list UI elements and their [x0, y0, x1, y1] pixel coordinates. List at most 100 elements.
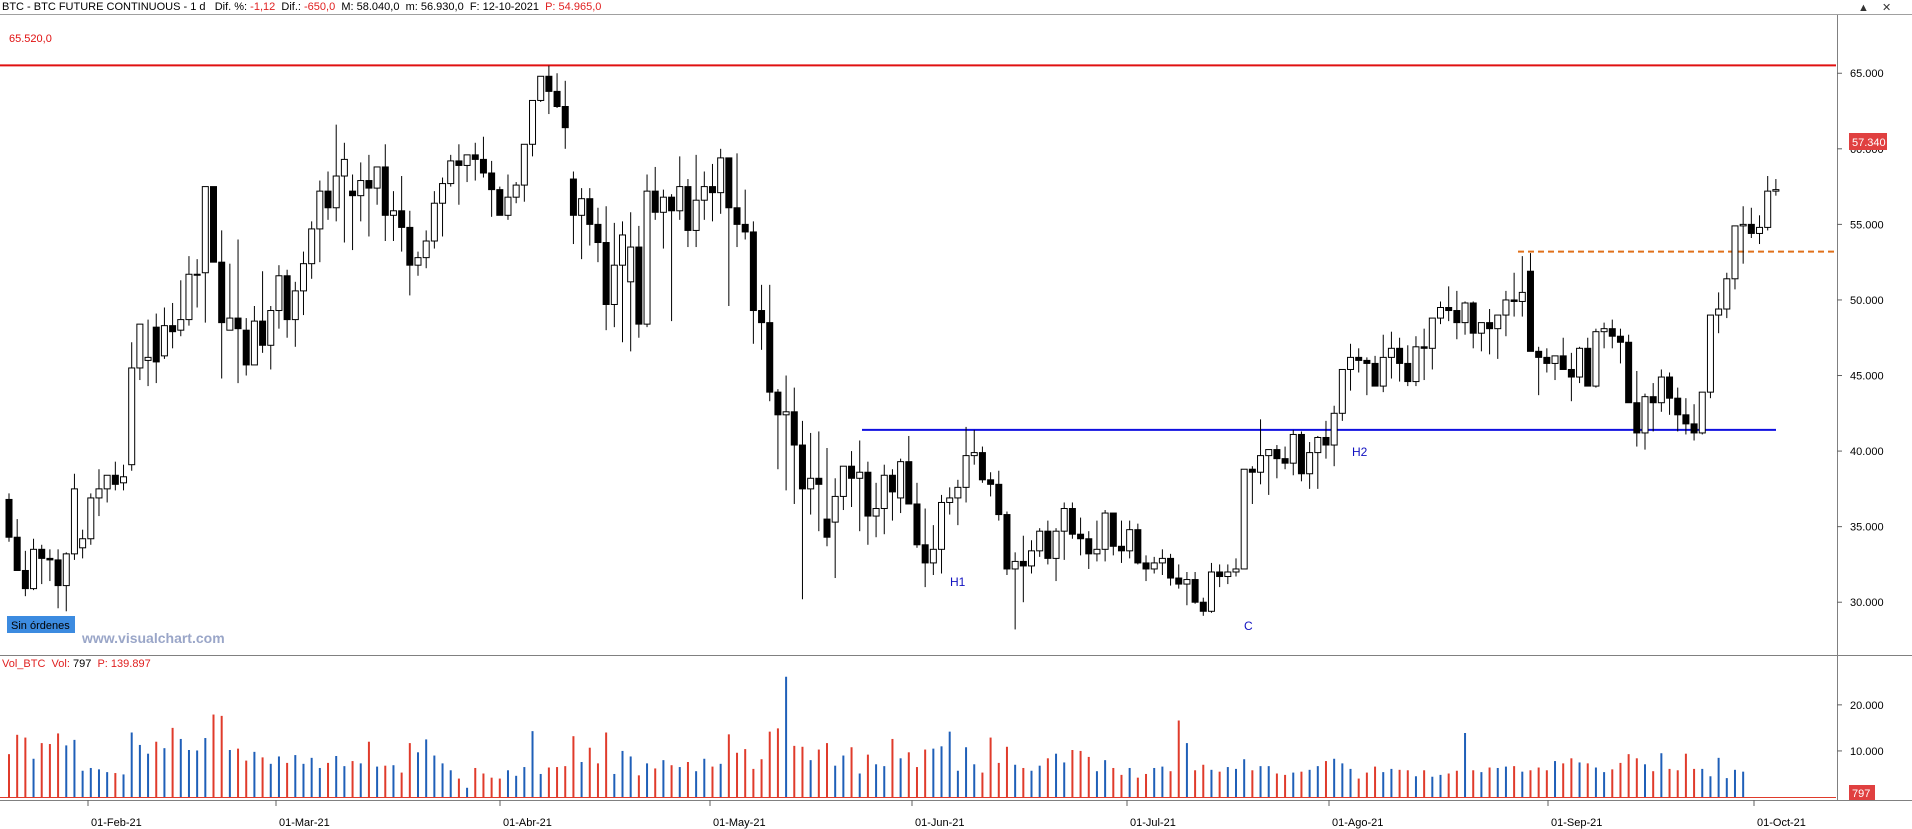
candle-up[interactable] — [1052, 530, 1060, 559]
candle-up[interactable] — [463, 154, 471, 166]
candle-down[interactable] — [1674, 397, 1682, 416]
candle-up[interactable] — [880, 474, 888, 510]
candle-up[interactable] — [1289, 433, 1297, 464]
candle-down[interactable] — [1363, 359, 1371, 364]
candle-down[interactable] — [283, 275, 291, 321]
candle-down[interactable] — [1420, 346, 1428, 349]
candle-up[interactable] — [946, 497, 954, 503]
candle-down[interactable] — [234, 317, 242, 330]
candle-up[interactable] — [128, 367, 136, 466]
candle-up[interactable] — [1011, 560, 1019, 570]
candle-up[interactable] — [1756, 226, 1764, 234]
candle-down[interactable] — [365, 180, 373, 189]
candle-down[interactable] — [1142, 562, 1150, 570]
candle-down[interactable] — [569, 178, 577, 216]
candle-up[interactable] — [1706, 314, 1714, 393]
candle-up[interactable] — [1461, 302, 1469, 324]
candle-up[interactable] — [185, 273, 193, 321]
candle-up[interactable] — [1600, 328, 1608, 333]
candle-down[interactable] — [406, 226, 414, 266]
candle-down[interactable] — [1044, 530, 1052, 559]
candle-down[interactable] — [13, 536, 21, 571]
candle-up[interactable] — [839, 465, 847, 497]
candle-up[interactable] — [250, 320, 258, 366]
candle-down[interactable] — [218, 261, 226, 324]
candle-down[interactable] — [741, 223, 749, 233]
candle-up[interactable] — [1126, 529, 1134, 552]
candle-up[interactable] — [692, 199, 700, 231]
candle-up[interactable] — [357, 180, 365, 197]
candle-down[interactable] — [152, 326, 160, 363]
candle-up[interactable] — [610, 264, 618, 305]
candle-down[interactable] — [1682, 414, 1690, 425]
candle-up[interactable] — [537, 75, 545, 101]
candle-down[interactable] — [1584, 347, 1592, 387]
candle-down[interactable] — [774, 391, 782, 416]
candle-down[interactable] — [586, 198, 594, 225]
candle-up[interactable] — [717, 157, 725, 194]
candle-up[interactable] — [1207, 571, 1215, 612]
candle-up[interactable] — [512, 184, 520, 198]
candle-down[interactable] — [1747, 223, 1755, 234]
candle-up[interactable] — [422, 240, 430, 259]
candle-down[interactable] — [471, 154, 479, 160]
candle-up[interactable] — [177, 319, 185, 331]
candle-up[interactable] — [578, 198, 586, 216]
candle-down[interactable] — [1019, 560, 1027, 567]
candle-up[interactable] — [1232, 568, 1240, 573]
candle-down[interactable] — [381, 166, 389, 216]
candle-up[interactable] — [275, 275, 283, 312]
candle-down[interactable] — [1404, 362, 1412, 383]
candle-up[interactable] — [1379, 356, 1387, 387]
candle-down[interactable] — [1216, 571, 1224, 578]
candle-up[interactable] — [430, 202, 438, 242]
candle-up[interactable] — [1437, 307, 1444, 319]
candle-down[interactable] — [1117, 545, 1125, 552]
candle-up[interactable] — [1641, 396, 1649, 434]
candle-up[interactable] — [807, 477, 815, 490]
candle-down[interactable] — [111, 474, 119, 485]
candle-down[interactable] — [545, 75, 553, 92]
candle-down[interactable] — [1068, 508, 1076, 535]
candle-down[interactable] — [602, 242, 610, 305]
candle-up[interactable] — [120, 476, 128, 484]
candle-up[interactable] — [1412, 346, 1420, 383]
candle-down[interactable] — [324, 190, 332, 209]
candle-down[interactable] — [1199, 601, 1207, 612]
candle-down[interactable] — [995, 483, 1003, 516]
candle-up[interactable] — [1715, 308, 1723, 316]
candle-up[interactable] — [1183, 579, 1191, 585]
candle-down[interactable] — [1003, 514, 1011, 570]
candle-down[interactable] — [668, 196, 676, 212]
candle-down[interactable] — [798, 444, 806, 490]
candle-down[interactable] — [1109, 512, 1117, 547]
candle-up[interactable] — [872, 508, 880, 517]
candle-up[interactable] — [1494, 314, 1502, 330]
candle-up[interactable] — [1428, 317, 1436, 349]
candle-up[interactable] — [1551, 355, 1559, 364]
candle-up[interactable] — [226, 317, 234, 331]
candle-down[interactable] — [1248, 468, 1256, 473]
candle-up[interactable] — [1306, 452, 1314, 475]
candle-up[interactable] — [439, 183, 447, 204]
candle-down[interactable] — [1175, 577, 1183, 585]
candle-down[interactable] — [921, 544, 929, 564]
candle-down[interactable] — [1445, 307, 1453, 312]
candle-up[interactable] — [1257, 455, 1265, 473]
candle-down[interactable] — [987, 479, 995, 485]
candle-up[interactable] — [340, 158, 348, 177]
candle-down[interactable] — [684, 186, 692, 231]
candle-up[interactable] — [1387, 347, 1395, 358]
orders-badge[interactable]: Sin órdenes — [11, 620, 70, 632]
candle-up[interactable] — [144, 356, 152, 361]
candle-up[interactable] — [1764, 190, 1772, 228]
candle-up[interactable] — [299, 263, 307, 292]
candle-down[interactable] — [1543, 356, 1551, 364]
candle-up[interactable] — [643, 190, 651, 325]
candle-down[interactable] — [259, 320, 267, 346]
candle-down[interactable] — [1281, 458, 1289, 464]
candle-down[interactable] — [1608, 328, 1616, 337]
candle-down[interactable] — [455, 160, 463, 166]
candle-up[interactable] — [676, 186, 684, 212]
candle-up[interactable] — [30, 548, 38, 590]
